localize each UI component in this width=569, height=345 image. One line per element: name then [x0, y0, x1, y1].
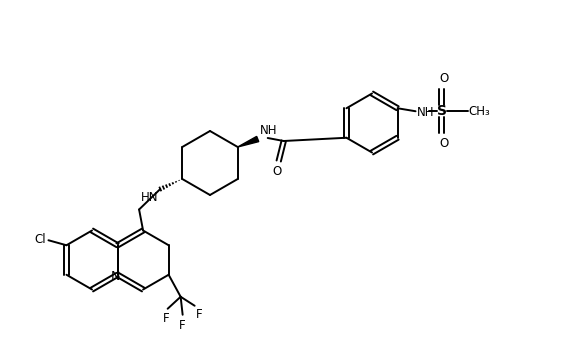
Text: CH₃: CH₃ [468, 105, 490, 118]
Text: F: F [196, 308, 202, 321]
Text: NH: NH [259, 124, 277, 137]
Text: F: F [179, 319, 186, 332]
Text: O: O [439, 72, 448, 85]
Text: Cl: Cl [35, 233, 47, 246]
Text: O: O [439, 137, 448, 150]
Text: HN: HN [141, 191, 158, 204]
Text: N: N [111, 270, 120, 283]
Polygon shape [238, 136, 259, 147]
Text: NH: NH [417, 106, 434, 119]
Text: O: O [272, 165, 281, 178]
Text: F: F [163, 312, 170, 325]
Text: S: S [436, 104, 447, 118]
